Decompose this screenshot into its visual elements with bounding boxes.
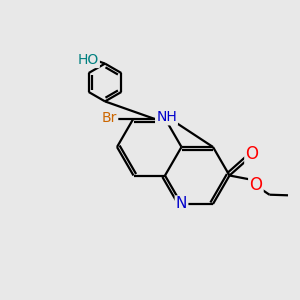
Text: O: O	[245, 146, 259, 164]
Text: NH: NH	[156, 110, 177, 124]
Text: N: N	[176, 196, 187, 211]
Text: HO: HO	[78, 53, 99, 67]
Text: O: O	[249, 176, 262, 194]
Text: Br: Br	[102, 112, 117, 125]
